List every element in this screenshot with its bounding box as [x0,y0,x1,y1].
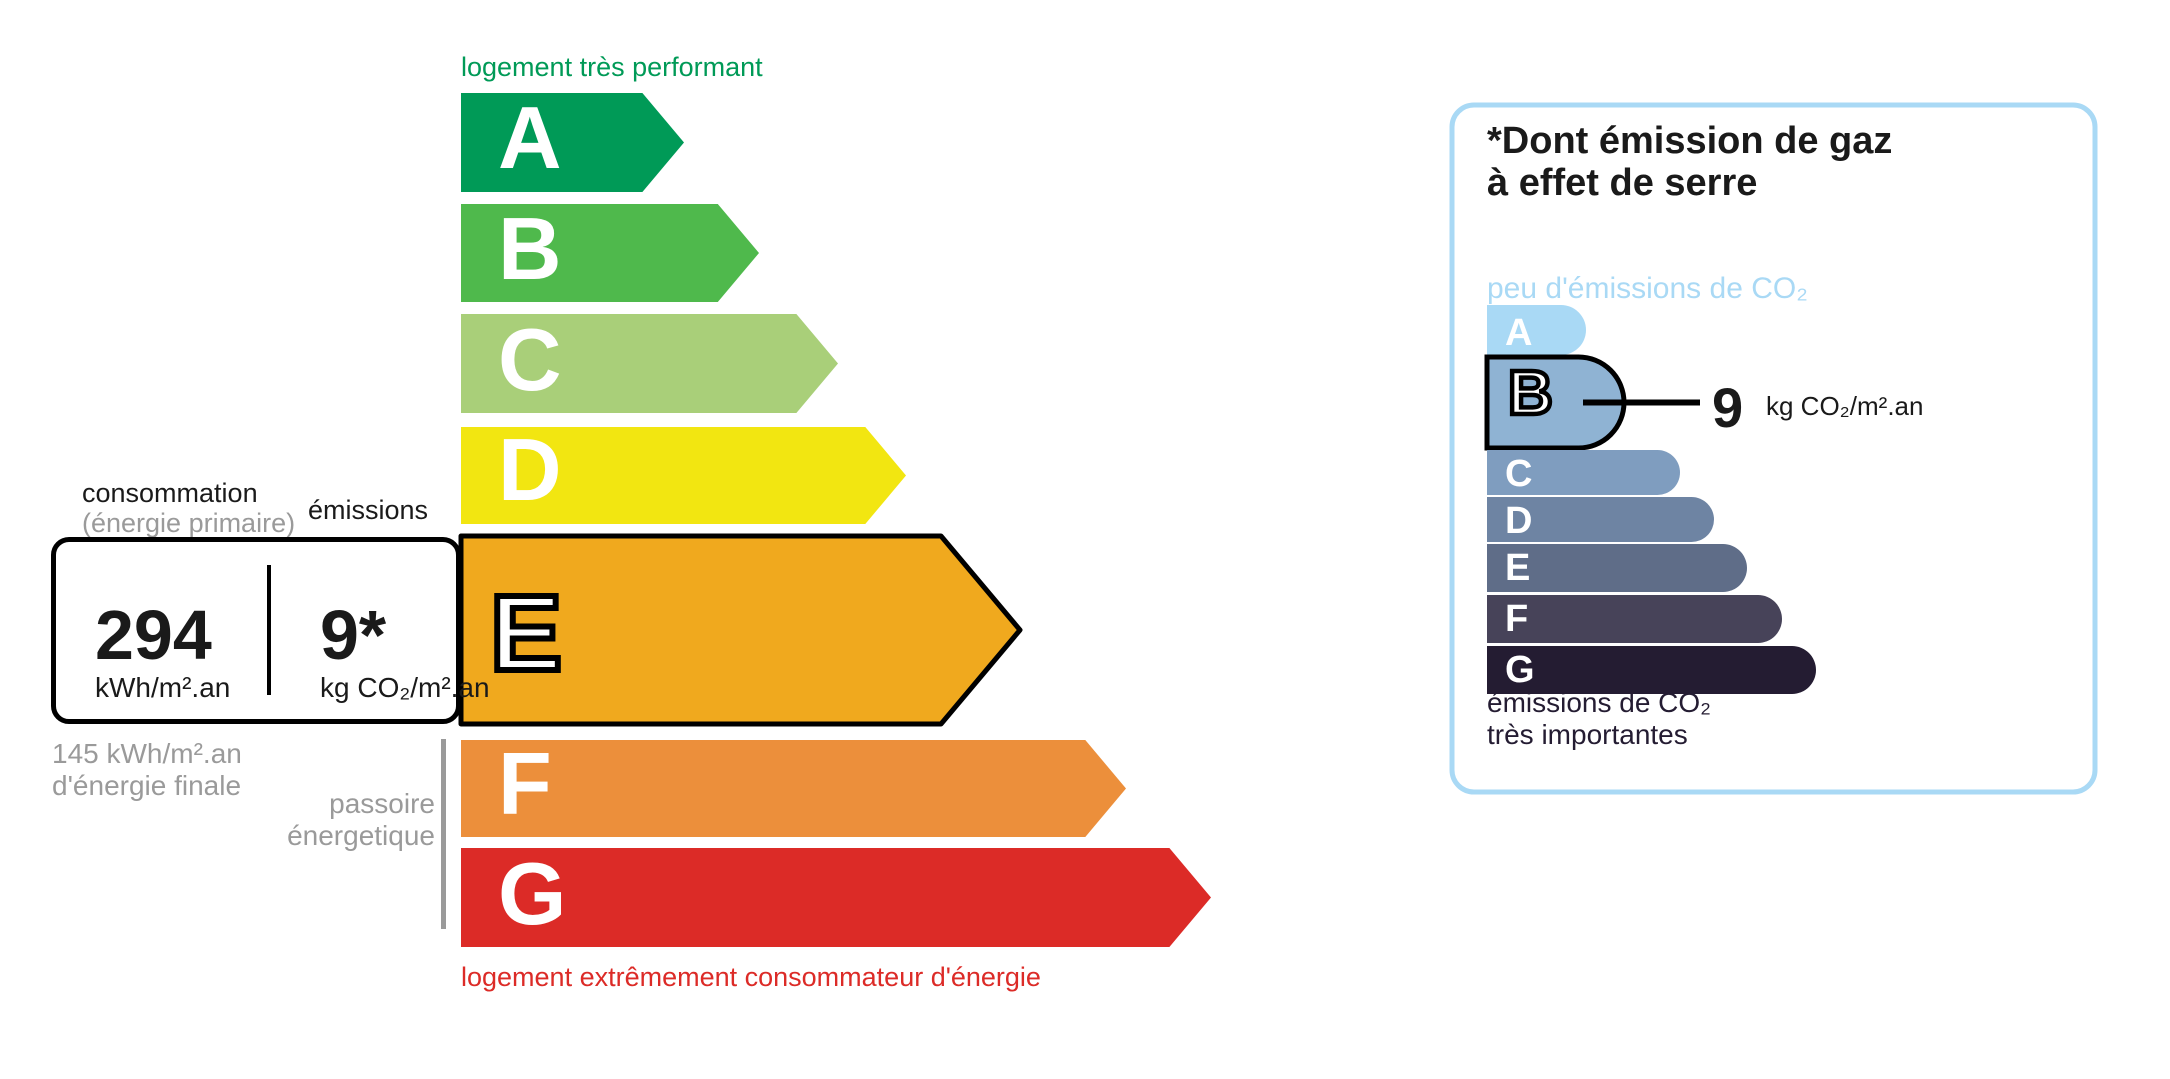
svg-text:B: B [1508,359,1553,428]
svg-text:peu d'émissions de CO₂: peu d'émissions de CO₂ [1487,272,1808,305]
svg-text:F: F [1505,598,1528,640]
svg-text:D: D [1505,500,1532,542]
svg-text:très importantes: très importantes [1487,719,1688,750]
svg-text:C: C [1505,453,1532,495]
svg-text:*Dont émission de gaz: *Dont émission de gaz [1487,120,1892,162]
svg-text:à effet de serre: à effet de serre [1487,162,1757,204]
svg-text:9: 9 [1712,376,1743,439]
svg-text:G: G [1505,649,1535,691]
svg-text:E: E [1505,547,1530,589]
svg-text:kg CO₂/m².an: kg CO₂/m².an [1766,391,1923,421]
svg-text:émissions de CO₂: émissions de CO₂ [1487,687,1711,718]
svg-text:A: A [1505,312,1532,354]
